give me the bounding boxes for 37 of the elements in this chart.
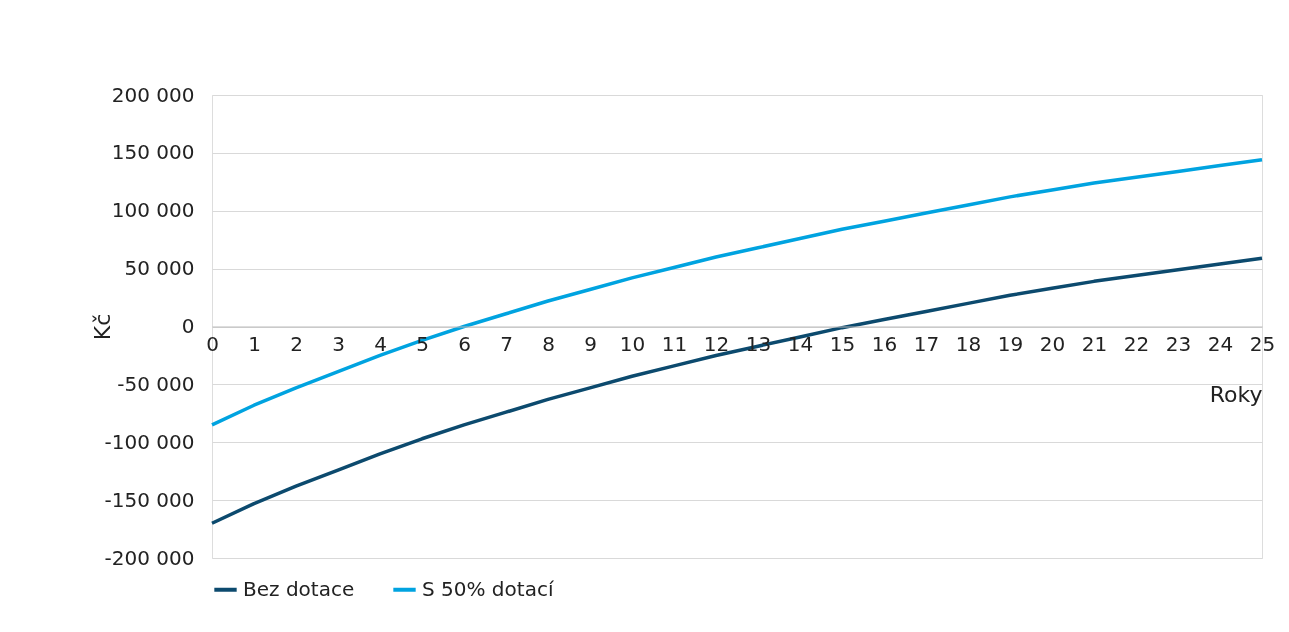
x-tick-label: 11: [661, 332, 688, 356]
x-tick-label: 14: [787, 332, 814, 356]
x-tick-label: 12: [703, 332, 730, 356]
y-tick-label: 0: [181, 314, 195, 338]
x-tick-label: 0: [206, 332, 219, 356]
x-tick-label: 1: [248, 332, 261, 356]
x-tick-label: 25: [1249, 332, 1276, 356]
x-tick-label: 21: [1081, 332, 1108, 356]
x-tick-label: 17: [913, 332, 940, 356]
x-tick-label: 8: [542, 332, 555, 356]
y-tick-label: 150 000: [111, 140, 195, 165]
x-tick-label: 18: [955, 332, 982, 356]
x-tick-label: 6: [458, 332, 471, 356]
y-tick-label: 200 000: [111, 82, 195, 107]
y-tick-label: 50 000: [124, 256, 195, 281]
x-tick-label: 10: [619, 332, 646, 356]
legend-label: S 50% dotací: [422, 576, 555, 601]
x-axis-title: Roky: [1209, 382, 1263, 407]
y-axis-title: Kč: [89, 313, 115, 341]
x-tick-label: 4: [374, 332, 387, 356]
x-tick-label: 3: [332, 332, 345, 356]
x-tick-label: 15: [829, 332, 856, 356]
y-tick-label: 100 000: [111, 198, 195, 223]
x-tick-label: 20: [1039, 332, 1066, 356]
x-tick-label: 2: [290, 332, 303, 356]
y-tick-label: -150 000: [104, 487, 195, 512]
y-tick-label: -50 000: [117, 371, 195, 396]
x-tick-label: 16: [871, 332, 898, 356]
x-tick-label: 22: [1123, 332, 1150, 356]
x-tick-label: 24: [1207, 332, 1234, 356]
y-tick-label: -200 000: [104, 545, 195, 570]
legend-label: Bez dotace: [243, 576, 355, 601]
x-tick-label: 23: [1165, 332, 1192, 356]
x-tick-label: 9: [584, 332, 597, 356]
y-tick-label: -100 000: [104, 429, 195, 454]
x-tick-label: 19: [997, 332, 1024, 356]
x-tick-label: 7: [500, 332, 513, 356]
